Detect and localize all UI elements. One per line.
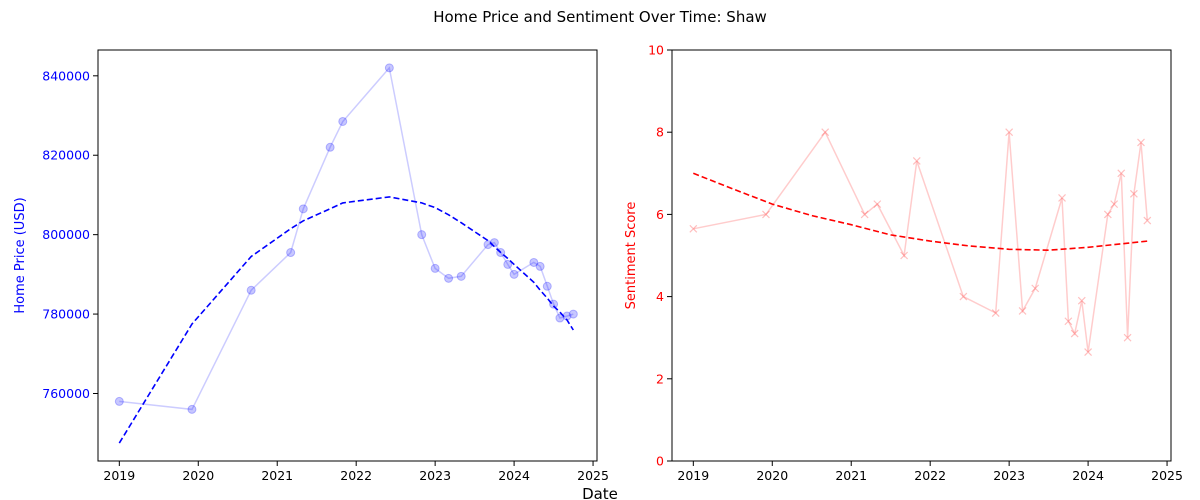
data-point [1070,329,1079,338]
figure-title: Home Price and Sentiment Over Time: Shaw [433,8,767,26]
data-point [959,292,968,301]
data-point [555,313,565,323]
data-point [384,63,394,73]
data-point [489,238,499,248]
data-point [286,248,296,258]
x-tick-label: 2023 [419,468,451,483]
data-point [325,142,335,152]
data-point [1117,169,1126,178]
y-tick-label: 0 [656,454,664,469]
data-point [1077,296,1086,305]
data-point [509,269,519,279]
x-tick-label: 2022 [914,468,946,483]
x-tick-label: 2022 [340,468,372,483]
y-tick-label: 6 [656,207,664,222]
data-point [1123,333,1132,342]
data-point [860,210,869,219]
data-point [246,285,256,295]
x-tick-label: 2020 [182,468,214,483]
trend-line [693,172,1148,252]
x-tick-label: 2021 [261,468,293,483]
x-tick-label: 2021 [835,468,867,483]
data-point [1084,348,1093,357]
data-point [1018,307,1027,315]
y-tick-label: 840000 [42,68,90,83]
data-point [821,128,830,137]
data-point [991,309,1000,317]
data-point [1143,216,1152,225]
data-point [912,157,921,165]
y-tick-label: 820000 [42,148,90,163]
y-tick-label: 10 [648,43,664,58]
data-point [762,210,770,219]
data-point [873,200,882,209]
y-tick-label: 780000 [42,307,90,322]
data-point [298,204,308,214]
x-tick-label: 2024 [1072,468,1104,483]
x-tick-label: 2020 [756,468,788,483]
price-panel: 2019 2020 2021 2022 2023 2024 2025 760000 780000… [13,49,609,483]
data-point [338,116,348,126]
x-tick-label: 2019 [677,468,709,483]
sentiment-panel: 2019 2020 2021 2022 2023 2024 2025 0 2 4 6 8 10 Senti… [624,43,1183,484]
x-tick-label: 2025 [1151,468,1183,483]
observed-line [119,66,574,411]
data-point [1064,317,1073,326]
data-point [568,309,578,319]
trend-line [118,196,574,444]
shared-x-axis-label: Date [582,485,618,500]
data-point [535,261,545,271]
y-tick-label: 8 [656,125,664,140]
data-point [444,273,454,283]
x-tick-label: 2024 [498,468,530,483]
data-point [187,404,197,414]
plot-frame [671,49,1172,462]
y-axis-label: Home Price (USD) [13,197,28,313]
data-point [1031,284,1040,293]
data-point [456,271,466,281]
data-point [689,224,698,233]
data-point [114,396,124,406]
observed-line [693,130,1149,353]
data-point [503,259,513,269]
y-tick-label: 760000 [42,386,90,401]
data-point [549,299,559,309]
data-point [1058,194,1066,202]
data-point [1110,200,1119,209]
data-point [542,281,552,291]
data-point [900,251,909,260]
y-tick-label: 2 [656,371,664,386]
data-point [1137,138,1145,147]
data-point [1103,210,1112,219]
plot-frame [97,49,598,462]
x-tick-label: 2023 [993,468,1025,483]
x-tick-label: 2019 [103,468,135,483]
y-tick-label: 800000 [42,227,90,242]
data-point [529,257,539,267]
data-point [417,230,427,240]
data-point [430,263,440,273]
data-point [1005,128,1014,137]
y-axis-label: Sentiment Score [624,202,639,310]
data-point [1129,189,1138,198]
x-tick-label: 2025 [577,468,609,483]
y-tick-label: 4 [656,289,664,304]
